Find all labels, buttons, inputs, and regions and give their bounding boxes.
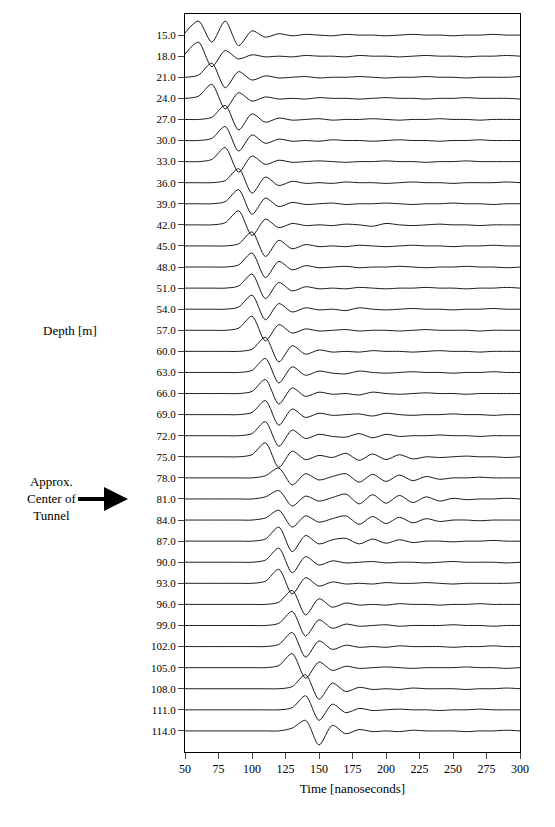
svg-text:66.0: 66.0 bbox=[157, 387, 177, 399]
svg-text:175: 175 bbox=[344, 762, 362, 776]
svg-text:225: 225 bbox=[411, 762, 429, 776]
svg-text:99.0: 99.0 bbox=[157, 619, 177, 631]
svg-text:75.0: 75.0 bbox=[157, 451, 177, 463]
svg-text:105.0: 105.0 bbox=[151, 662, 176, 674]
svg-text:21.0: 21.0 bbox=[157, 71, 177, 83]
svg-text:63.0: 63.0 bbox=[157, 366, 177, 378]
svg-text:150: 150 bbox=[310, 762, 328, 776]
svg-text:36.0: 36.0 bbox=[157, 177, 177, 189]
svg-text:57.0: 57.0 bbox=[157, 324, 177, 336]
svg-text:54.0: 54.0 bbox=[157, 303, 177, 315]
svg-text:27.0: 27.0 bbox=[157, 113, 177, 125]
svg-text:200: 200 bbox=[377, 762, 395, 776]
svg-text:18.0: 18.0 bbox=[157, 50, 177, 62]
svg-text:87.0: 87.0 bbox=[157, 535, 177, 547]
svg-text:42.0: 42.0 bbox=[157, 219, 177, 231]
svg-text:Time [nanoseconds]: Time [nanoseconds] bbox=[300, 781, 405, 796]
svg-text:Depth [m]: Depth [m] bbox=[43, 323, 97, 338]
svg-text:108.0: 108.0 bbox=[151, 683, 176, 695]
svg-text:51.0: 51.0 bbox=[157, 282, 177, 294]
svg-text:50: 50 bbox=[179, 762, 191, 776]
svg-text:125: 125 bbox=[277, 762, 295, 776]
svg-text:111.0: 111.0 bbox=[152, 704, 176, 716]
svg-text:250: 250 bbox=[444, 762, 462, 776]
svg-text:48.0: 48.0 bbox=[157, 261, 177, 273]
svg-text:60.0: 60.0 bbox=[157, 345, 177, 357]
svg-text:275: 275 bbox=[478, 762, 496, 776]
svg-text:72.0: 72.0 bbox=[157, 430, 177, 442]
svg-text:24.0: 24.0 bbox=[157, 92, 177, 104]
svg-text:33.0: 33.0 bbox=[157, 155, 177, 167]
svg-text:30.0: 30.0 bbox=[157, 134, 177, 146]
svg-text:84.0: 84.0 bbox=[157, 514, 177, 526]
svg-text:45.0: 45.0 bbox=[157, 240, 177, 252]
svg-text:Approx.Center ofTunnel: Approx.Center ofTunnel bbox=[27, 474, 76, 523]
svg-text:96.0: 96.0 bbox=[157, 598, 177, 610]
svg-text:39.0: 39.0 bbox=[157, 198, 177, 210]
svg-text:81.0: 81.0 bbox=[157, 493, 177, 505]
svg-text:300: 300 bbox=[511, 762, 529, 776]
svg-text:75: 75 bbox=[213, 762, 225, 776]
svg-text:102.0: 102.0 bbox=[151, 640, 176, 652]
svg-text:69.0: 69.0 bbox=[157, 408, 177, 420]
svg-text:15.0: 15.0 bbox=[157, 29, 177, 41]
svg-text:93.0: 93.0 bbox=[157, 577, 177, 589]
svg-text:78.0: 78.0 bbox=[157, 472, 177, 484]
svg-text:100: 100 bbox=[243, 762, 261, 776]
svg-text:90.0: 90.0 bbox=[157, 556, 177, 568]
svg-text:114.0: 114.0 bbox=[151, 725, 176, 737]
